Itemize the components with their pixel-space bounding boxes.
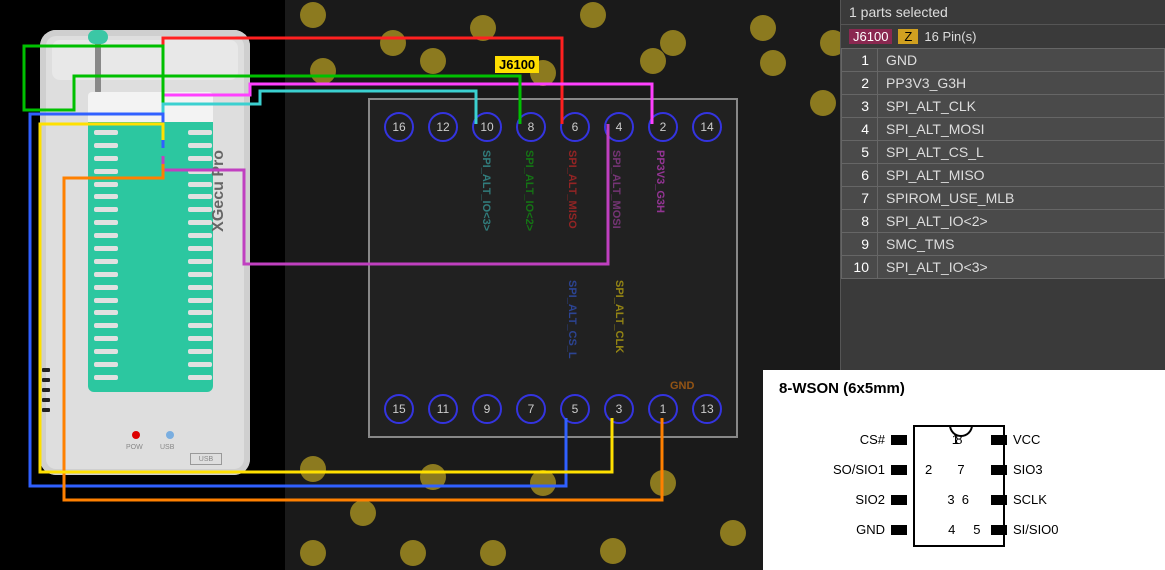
- pcb-via-dot: [420, 464, 446, 490]
- footprint-pin-9[interactable]: 9: [472, 394, 502, 424]
- footprint-pin-5[interactable]: 5: [560, 394, 590, 424]
- footprint-pin-16[interactable]: 16: [384, 112, 414, 142]
- footprint-pin-13[interactable]: 13: [692, 394, 722, 424]
- programmer-top: [52, 40, 238, 80]
- pcb-via-dot: [760, 50, 786, 76]
- pcb-via-dot: [650, 470, 676, 496]
- zif-contacts-left: [94, 126, 118, 384]
- pin-row[interactable]: 1GND: [842, 49, 1165, 72]
- pcb-via-dot: [300, 2, 326, 28]
- zif-lever: [95, 36, 101, 94]
- footprint-pin-7[interactable]: 7: [516, 394, 546, 424]
- pin-row[interactable]: 2PP3V3_G3H: [842, 72, 1165, 95]
- footprint-pin-12[interactable]: 12: [428, 112, 458, 142]
- pcb-via-dot: [640, 48, 666, 74]
- programmer-device: XGecu Pro POW USB USB: [40, 30, 250, 475]
- pin-row[interactable]: 9SMC_TMS: [842, 233, 1165, 256]
- zif-socket-top: [88, 92, 213, 122]
- ds-pin-8: 8VCC: [991, 432, 1040, 447]
- led-usb-icon: [166, 431, 174, 439]
- pcb-via-dot: [580, 2, 606, 28]
- pcb-via-dot: [480, 540, 506, 566]
- ds-pin-6: 6SCLK: [991, 492, 1047, 507]
- side-subheader: J6100 Z 16 Pin(s): [841, 25, 1165, 48]
- led-power: [132, 431, 140, 439]
- zif-contacts-right: [188, 126, 212, 384]
- ds-pin-4: GND4: [856, 522, 907, 537]
- pcb-via-dot: [350, 500, 376, 526]
- pin-row[interactable]: 10SPI_ALT_IO<3>: [842, 256, 1165, 279]
- footprint-pin-11[interactable]: 11: [428, 394, 458, 424]
- pin-row[interactable]: 3SPI_ALT_CLK: [842, 95, 1165, 118]
- pcb-via-dot: [720, 520, 746, 546]
- pin-row[interactable]: 5SPI_ALT_CS_L: [842, 141, 1165, 164]
- datasheet-title: 8-WSON (6x5mm): [779, 380, 905, 397]
- ds-pin-3: SIO23: [855, 492, 907, 507]
- footprint-pin-6[interactable]: 6: [560, 112, 590, 142]
- ds-pin-2: SO/SIO12: [833, 462, 907, 477]
- pcb-via-dot: [600, 538, 626, 564]
- ds-pin-1: CS#1: [860, 432, 907, 447]
- vent-slots: [42, 365, 50, 415]
- pin-row[interactable]: 7SPIROM_USE_MLB: [842, 187, 1165, 210]
- side-z-badge[interactable]: Z: [898, 29, 918, 44]
- pcb-via-dot: [660, 30, 686, 56]
- pin-table: 1GND2PP3V3_G3H3SPI_ALT_CLK4SPI_ALT_MOSI5…: [841, 48, 1165, 279]
- pcb-via-dot: [310, 58, 336, 84]
- pin-row-bottom: 15 11 97531 13: [370, 394, 736, 424]
- pcb-via-dot: [300, 456, 326, 482]
- refdes-tag[interactable]: J6100: [495, 56, 539, 73]
- footprint-pin-15[interactable]: 15: [384, 394, 414, 424]
- label-pow: POW: [126, 444, 143, 451]
- pcb-via-dot: [400, 540, 426, 566]
- programmer-brand: XGecu Pro: [210, 150, 228, 232]
- side-ref-badge[interactable]: J6100: [849, 29, 892, 44]
- label-run: USB: [160, 444, 174, 451]
- footprint-pin-2[interactable]: 2: [648, 112, 678, 142]
- footprint-pin-8[interactable]: 8: [516, 112, 546, 142]
- footprint-pin-10[interactable]: 10: [472, 112, 502, 142]
- ds-pin-7: 7SIO3: [991, 462, 1043, 477]
- pin-row[interactable]: 6SPI_ALT_MISO: [842, 164, 1165, 187]
- footprint-pin-14[interactable]: 14: [692, 112, 722, 142]
- pin-row[interactable]: 8SPI_ALT_IO<2>: [842, 210, 1165, 233]
- pin-row-top: 16 12 10 8642 14: [370, 112, 736, 142]
- pcb-via-dot: [470, 15, 496, 41]
- side-pins-title: 16 Pin(s): [924, 29, 976, 44]
- footprint-pin-4[interactable]: 4: [604, 112, 634, 142]
- footprint-pin-3[interactable]: 3: [604, 394, 634, 424]
- pcb-via-dot: [750, 15, 776, 41]
- footprint-pin-1[interactable]: 1: [648, 394, 678, 424]
- pcb-via-dot: [300, 540, 326, 566]
- usb-port: USB: [190, 453, 222, 465]
- side-header: 1 parts selected: [841, 0, 1165, 25]
- pin-row[interactable]: 4SPI_ALT_MOSI: [842, 118, 1165, 141]
- pcb-via-dot: [810, 90, 836, 116]
- ds-pin-5: 5SI/SIO0: [991, 522, 1059, 537]
- pcb-via-dot: [380, 30, 406, 56]
- pcb-via-dot: [530, 470, 556, 496]
- zif-lever-tip: [88, 30, 108, 44]
- pcb-via-dot: [420, 48, 446, 74]
- datasheet-snippet: 8-WSON (6x5mm) CS#1 SO/SIO12 SIO23 GND4 8VCC…: [763, 370, 1165, 570]
- connector-footprint[interactable]: 16 12 10 8642 14 15 11 97531 13: [368, 98, 738, 438]
